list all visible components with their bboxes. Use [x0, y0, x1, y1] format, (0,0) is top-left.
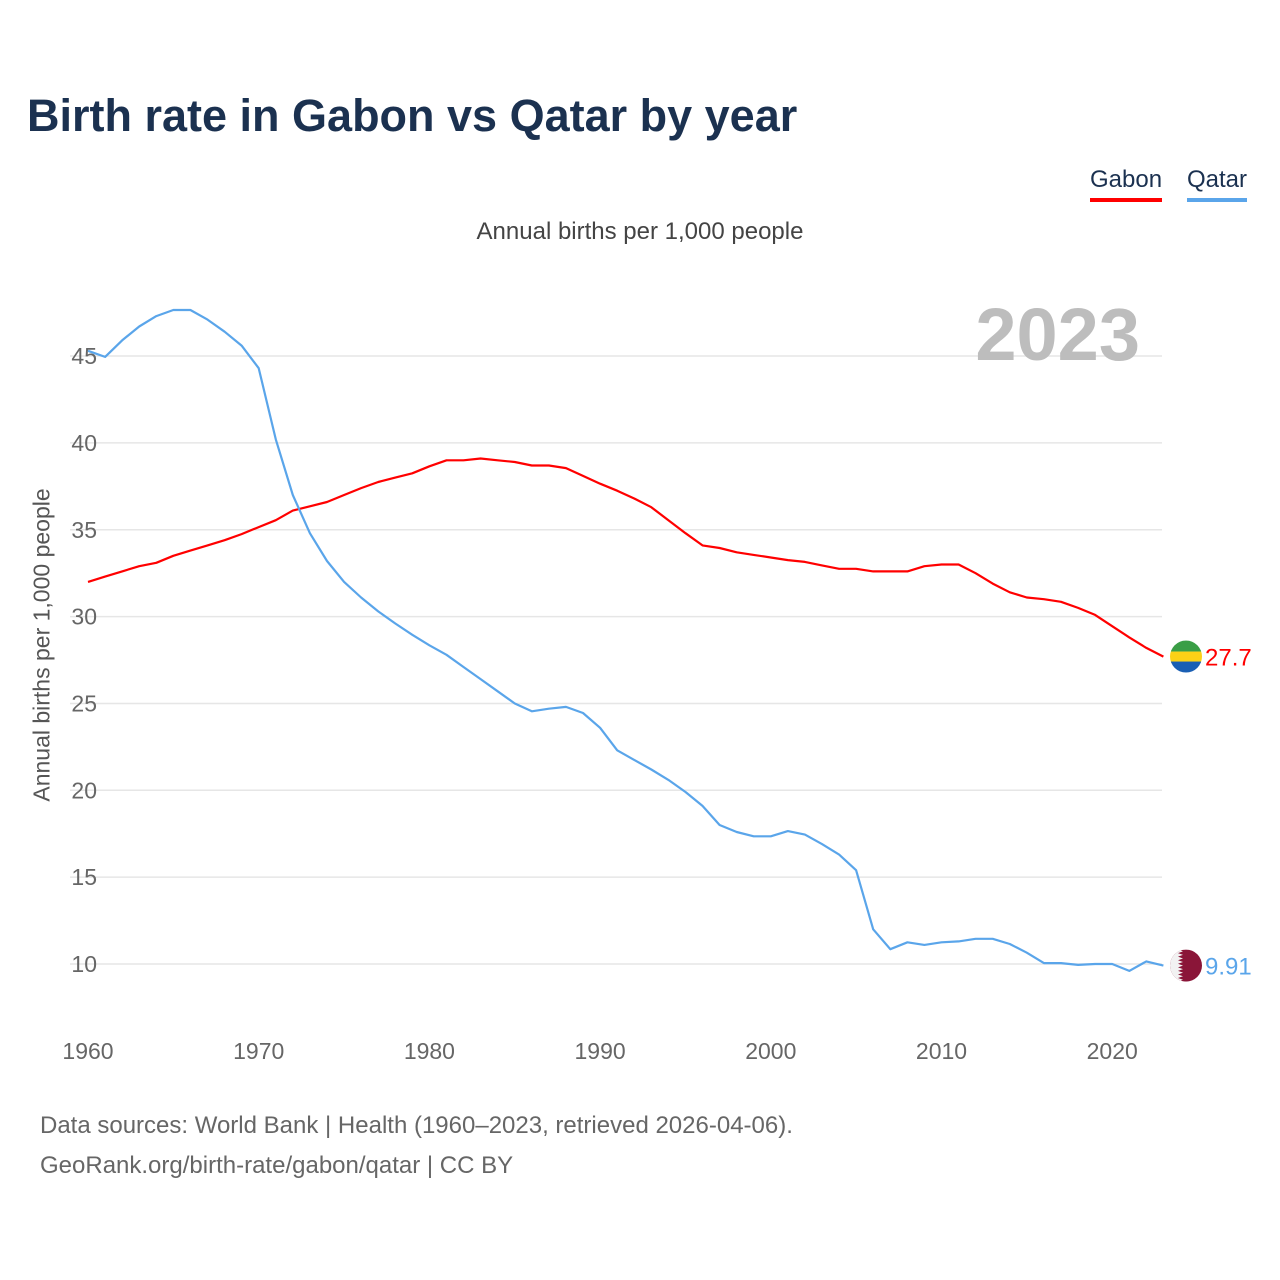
- y-tick-label: 40: [71, 430, 97, 456]
- y-tick-label: 10: [71, 951, 97, 977]
- end-value-label-qatar: 9.91: [1205, 954, 1252, 981]
- series-line-gabon: [87, 457, 1164, 658]
- end-value-label-gabon: 27.7: [1205, 645, 1252, 672]
- gabon-flag-icon: [1170, 640, 1202, 673]
- flag-stripe: [1170, 651, 1202, 663]
- series-line-qatar: [87, 308, 1164, 972]
- y-tick-label: 25: [71, 690, 97, 716]
- legend-item-gabon[interactable]: Gabon: [1090, 166, 1163, 202]
- y-tick-label: 15: [71, 864, 97, 890]
- year-indicator: 2023: [975, 293, 1140, 376]
- x-tick-label: 1970: [233, 1038, 284, 1064]
- y-tick-label: 45: [71, 343, 97, 369]
- chart-subtitle: Annual births per 1,000 people: [476, 218, 804, 245]
- attribution-link[interactable]: GeoRank.org/birth-rate/gabon/qatar | CC …: [40, 1152, 514, 1179]
- flag-serration: [1170, 949, 1183, 982]
- qatar-flag-icon: [1170, 949, 1202, 982]
- legend-item-qatar[interactable]: Qatar: [1187, 166, 1248, 202]
- y-tick-label: 35: [71, 517, 97, 543]
- y-tick-label: 20: [71, 777, 97, 803]
- flag-stripe: [1170, 640, 1202, 652]
- x-tick-label: 1960: [62, 1038, 113, 1064]
- footer: Data sources: World Bank | Health (1960–…: [40, 1106, 793, 1186]
- x-tick-label: 2010: [916, 1038, 967, 1064]
- chart-title: Birth rate in Gabon vs Qatar by year: [27, 90, 798, 141]
- flag-stripe: [1170, 661, 1202, 673]
- x-tick-label: 2020: [1087, 1038, 1138, 1064]
- x-tick-label: 1980: [404, 1038, 455, 1064]
- y-tick-label: 30: [71, 604, 97, 630]
- x-tick-label: 2000: [745, 1038, 796, 1064]
- data-source-text: Data sources: World Bank | Health (1960–…: [40, 1112, 793, 1139]
- x-tick-label: 1990: [575, 1038, 626, 1064]
